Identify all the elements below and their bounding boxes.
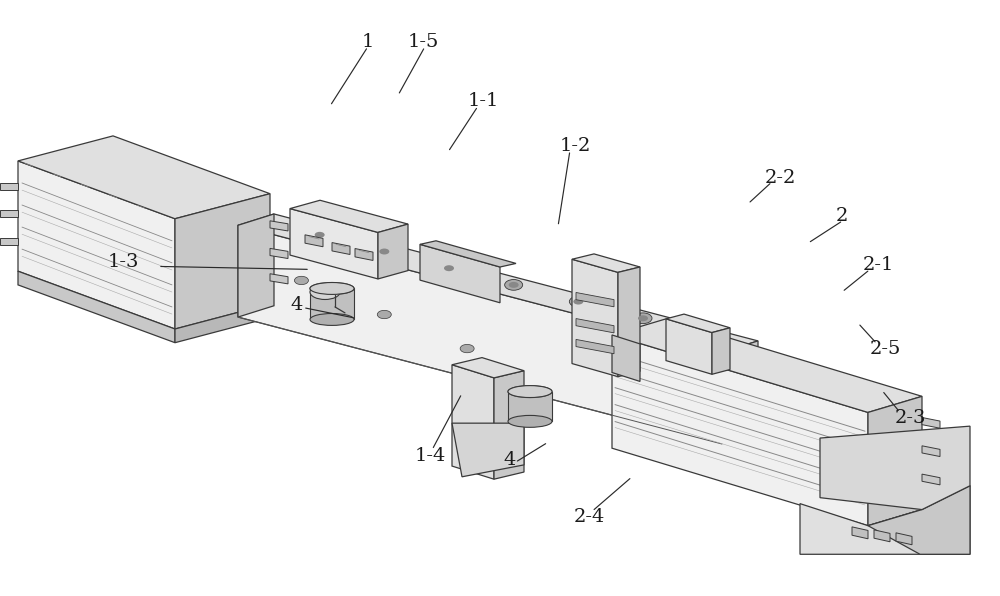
Text: 4: 4 <box>503 451 515 469</box>
Polygon shape <box>0 182 18 190</box>
Polygon shape <box>508 392 552 421</box>
Circle shape <box>311 229 329 240</box>
Polygon shape <box>868 486 970 554</box>
Polygon shape <box>420 244 500 303</box>
Polygon shape <box>922 474 940 485</box>
Text: 2-3: 2-3 <box>895 409 926 427</box>
Circle shape <box>379 249 389 254</box>
Polygon shape <box>452 365 494 479</box>
Polygon shape <box>712 328 730 374</box>
Text: 1: 1 <box>362 33 374 51</box>
Polygon shape <box>722 341 758 444</box>
Text: 2-5: 2-5 <box>870 340 901 358</box>
Polygon shape <box>572 254 640 272</box>
Circle shape <box>440 263 458 274</box>
Polygon shape <box>238 225 722 444</box>
Ellipse shape <box>508 386 552 398</box>
Circle shape <box>569 296 587 307</box>
Ellipse shape <box>310 285 340 299</box>
Polygon shape <box>576 318 614 333</box>
Text: 1-2: 1-2 <box>560 137 591 155</box>
Circle shape <box>509 282 519 288</box>
Circle shape <box>377 311 391 319</box>
Text: 1-5: 1-5 <box>408 33 439 51</box>
Circle shape <box>505 280 523 290</box>
Text: 1-3: 1-3 <box>108 253 140 271</box>
Circle shape <box>573 299 583 305</box>
Polygon shape <box>922 417 940 428</box>
Ellipse shape <box>508 415 552 427</box>
Polygon shape <box>612 335 640 381</box>
Polygon shape <box>238 214 274 317</box>
Polygon shape <box>868 396 922 526</box>
Circle shape <box>315 232 325 238</box>
Polygon shape <box>576 293 614 307</box>
Polygon shape <box>0 210 18 218</box>
Polygon shape <box>175 304 270 343</box>
Polygon shape <box>290 200 408 232</box>
Ellipse shape <box>508 386 552 398</box>
Ellipse shape <box>310 283 354 294</box>
Polygon shape <box>332 243 350 254</box>
Polygon shape <box>310 288 354 319</box>
Circle shape <box>375 246 393 257</box>
Polygon shape <box>852 527 868 539</box>
Polygon shape <box>800 486 970 554</box>
Polygon shape <box>494 371 524 479</box>
Polygon shape <box>290 209 378 279</box>
Text: 4: 4 <box>290 296 302 314</box>
Polygon shape <box>452 423 524 477</box>
Circle shape <box>294 277 308 285</box>
Polygon shape <box>0 238 18 245</box>
Polygon shape <box>238 214 758 352</box>
Text: 2-1: 2-1 <box>863 256 894 274</box>
Polygon shape <box>452 358 524 378</box>
Polygon shape <box>618 267 640 377</box>
Polygon shape <box>666 314 730 333</box>
Polygon shape <box>270 274 288 284</box>
Polygon shape <box>572 259 618 377</box>
Circle shape <box>444 265 454 271</box>
Polygon shape <box>18 271 175 343</box>
Polygon shape <box>420 241 516 267</box>
Circle shape <box>460 344 474 353</box>
Text: 2-4: 2-4 <box>574 508 605 526</box>
Polygon shape <box>896 533 912 545</box>
Polygon shape <box>922 446 940 457</box>
Polygon shape <box>612 335 868 526</box>
Polygon shape <box>305 235 323 247</box>
Polygon shape <box>270 249 288 259</box>
Polygon shape <box>666 319 712 374</box>
Text: 1-1: 1-1 <box>468 92 499 110</box>
Polygon shape <box>18 161 175 329</box>
Polygon shape <box>874 530 890 542</box>
Polygon shape <box>175 194 270 329</box>
Circle shape <box>634 313 652 324</box>
Polygon shape <box>820 426 970 510</box>
Polygon shape <box>270 221 288 231</box>
Ellipse shape <box>310 313 354 325</box>
Text: 2-2: 2-2 <box>765 169 796 187</box>
Polygon shape <box>612 319 922 412</box>
Polygon shape <box>576 340 614 354</box>
Polygon shape <box>355 249 373 260</box>
Polygon shape <box>18 136 270 219</box>
Text: 2: 2 <box>836 207 848 225</box>
Ellipse shape <box>310 283 354 294</box>
Polygon shape <box>378 224 408 279</box>
Circle shape <box>638 315 648 321</box>
Text: 1-4: 1-4 <box>415 447 446 465</box>
